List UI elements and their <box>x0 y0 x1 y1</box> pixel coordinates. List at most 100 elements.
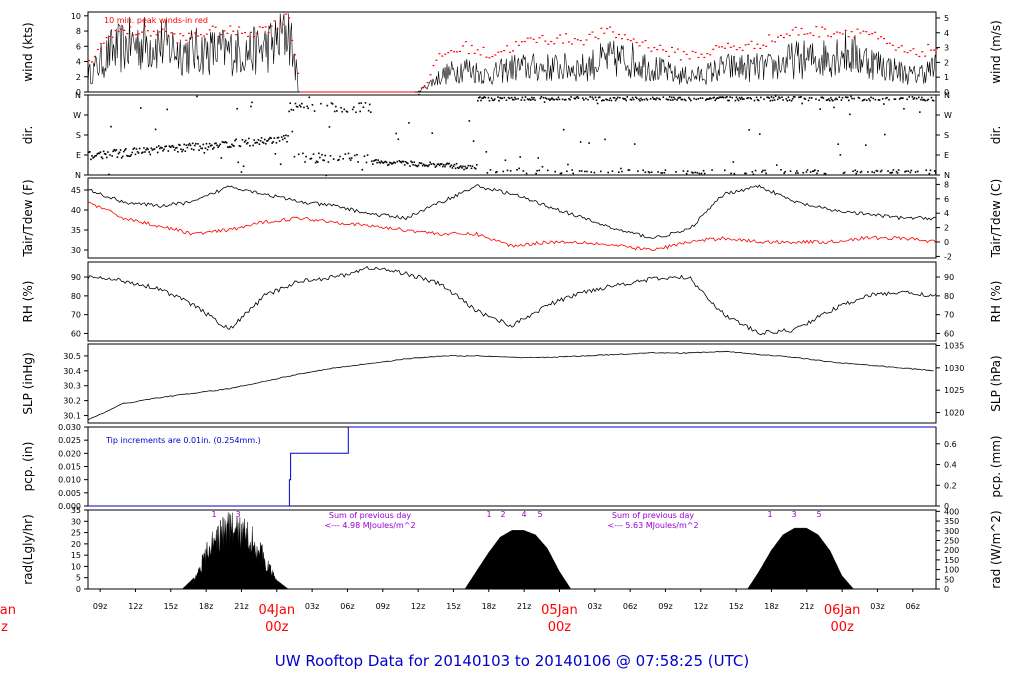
wind-direction-point <box>837 143 840 145</box>
peak-wind-point <box>588 33 591 36</box>
peak-wind-point <box>803 33 806 35</box>
wind-direction-point <box>509 170 512 172</box>
wind-direction-point <box>517 97 519 100</box>
wind-direction-point <box>608 99 611 102</box>
peak-wind-point <box>865 31 868 33</box>
wind-direction-point <box>673 96 675 99</box>
wind-direction-point <box>770 96 773 98</box>
x-tick-label: 09z <box>658 602 672 611</box>
peak-wind-point <box>797 34 800 36</box>
wind-direction-point <box>923 98 925 101</box>
pcp-right-tick-label: 0.6 <box>944 440 957 449</box>
wind-direction-point <box>757 99 760 102</box>
wind-direction-point <box>838 96 841 98</box>
rad-note-line2: <--- 4.98 MJoules/m^2 <box>324 521 415 530</box>
wind-direction-point <box>681 98 684 101</box>
wind-direction-point <box>442 165 444 168</box>
wind-direction-point <box>919 111 921 113</box>
wind-direction-point <box>129 155 131 158</box>
wind-direction-point <box>378 161 381 164</box>
wind-direction-point <box>346 111 349 113</box>
wind-direction-point <box>333 110 336 113</box>
wind-direction-point <box>315 160 318 163</box>
peak-wind-point <box>155 34 158 36</box>
wind-direction-point <box>552 98 554 101</box>
peak-wind-point <box>261 26 264 29</box>
peak-wind-point <box>556 37 559 39</box>
wind-direction-point <box>115 149 118 151</box>
wind-direction-point <box>491 99 494 101</box>
wind-direction-point <box>355 111 357 114</box>
chart-title: UW Rooftop Data for 20140103 to 20140106… <box>275 652 749 670</box>
wind-direction-point <box>101 157 104 160</box>
wind-direction-point <box>609 97 612 100</box>
wind-direction-point <box>500 97 502 100</box>
wind-direction-point <box>734 99 737 102</box>
wind-direction-point <box>786 99 789 102</box>
precipitation-line <box>88 426 936 507</box>
rad-left-tick-label: 10 <box>71 562 81 571</box>
wind-direction-point <box>272 141 275 143</box>
peak-wind-point <box>821 26 824 28</box>
wind-direction-point <box>394 162 396 164</box>
wind-direction-point <box>729 96 731 98</box>
wind-direction-point <box>708 98 710 100</box>
wind-direction-point <box>605 98 607 100</box>
wind-direction-point <box>504 159 507 162</box>
wind-direction-point <box>420 162 423 165</box>
wind-direction-point <box>764 169 766 172</box>
wind-direction-point <box>313 110 316 112</box>
peak-wind-point <box>597 38 600 40</box>
wind-direction-point <box>117 152 120 155</box>
wind-direction-point <box>396 160 399 163</box>
wind-direction-point <box>519 156 522 158</box>
wind-direction-point <box>92 157 94 159</box>
wind-direction-point <box>862 99 865 101</box>
peak-wind-point <box>883 38 885 40</box>
wind-direction-point <box>878 99 881 101</box>
wind-direction-point <box>120 156 123 159</box>
x-tick-label: 18z <box>199 602 213 611</box>
wind-direction-point <box>178 143 180 146</box>
peak-wind-point <box>447 52 450 54</box>
wind-direction-point <box>541 165 544 168</box>
wind-direction-point <box>567 163 569 166</box>
x-tick-label: 12z <box>411 602 425 611</box>
x-tick-label: 03z <box>305 602 319 611</box>
wind-direction-point <box>300 105 302 108</box>
wind-direction-point <box>846 96 849 99</box>
wind-direction-point <box>256 141 259 144</box>
wind-direction-point <box>181 150 183 153</box>
peak-wind-point <box>579 40 582 42</box>
peak-wind-point <box>782 37 785 39</box>
peak-wind-point <box>108 35 111 38</box>
wind-direction-point <box>539 97 542 100</box>
wind-direction-point <box>593 171 596 174</box>
peak-wind-point <box>517 44 520 47</box>
wind-direction-point <box>196 95 198 98</box>
peak-wind-point <box>211 25 214 27</box>
peak-wind-point <box>476 49 479 51</box>
rad-marker: 3 <box>235 510 240 519</box>
peak-wind-point <box>827 35 830 37</box>
peak-wind-point <box>500 51 503 53</box>
peak-wind-point <box>741 49 744 51</box>
peak-wind-point <box>894 49 897 51</box>
wind-direction-point <box>118 151 121 154</box>
wind-direction-point <box>703 172 706 175</box>
peak-wind-point <box>276 28 279 30</box>
peak-wind-point <box>582 44 585 46</box>
wind-direction-point <box>857 96 860 99</box>
wind-direction-point <box>267 139 269 142</box>
dir-left-tick-label: S <box>76 131 81 140</box>
wind-direction-point <box>502 170 505 173</box>
wind-direction-point <box>696 171 699 174</box>
wind-direction-point <box>235 138 237 141</box>
peak-wind-point <box>123 29 126 31</box>
wind-direction-point <box>350 157 353 159</box>
peak-wind-point <box>285 13 288 15</box>
wind-direction-point <box>813 170 815 172</box>
peak-wind-point <box>735 49 738 51</box>
wind-direction-point <box>537 157 540 159</box>
wind-direction-point <box>875 169 878 172</box>
